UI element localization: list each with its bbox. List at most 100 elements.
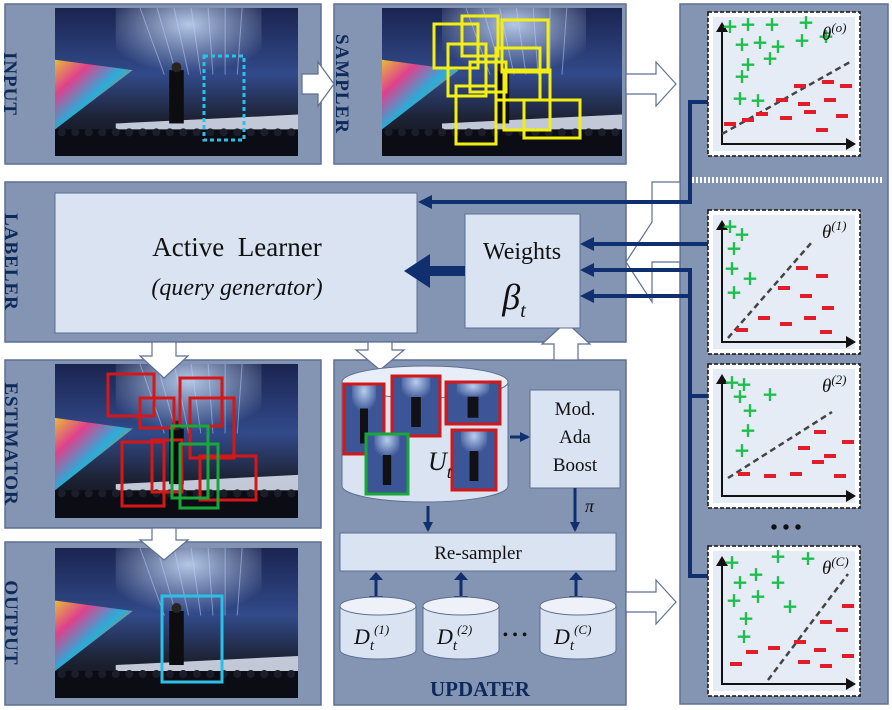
dataset-1-sup: (1)	[374, 622, 389, 637]
sampler-label: SAMPLER	[331, 34, 352, 134]
weights-symbol: βt	[501, 277, 526, 322]
dataset-2-label: Dt(2)	[436, 622, 472, 654]
negative-sample	[798, 102, 810, 106]
positive-sample: +	[770, 34, 787, 58]
classifier-2-sup: (2)	[831, 372, 846, 387]
classifier-1-label: θ(1)	[822, 218, 847, 243]
positive-sample: +	[800, 546, 817, 570]
positive-sample: +	[742, 266, 759, 290]
resampler-label: Re-sampler	[434, 543, 522, 564]
classifier-o-plot: + + + ++ + + + ++ +++ +θ(o)	[707, 10, 861, 157]
positive-sample: +	[734, 32, 751, 56]
pi-label: π	[585, 496, 595, 516]
positive-sample: +	[770, 570, 787, 594]
sampler-candidate-box-4	[446, 42, 488, 98]
negative-sample	[822, 306, 834, 310]
negative-sample	[738, 472, 750, 476]
positive-sample: +	[732, 570, 749, 594]
weights-sub: t	[520, 300, 526, 322]
negative-sample	[794, 84, 806, 88]
positive-sample: +	[750, 88, 767, 112]
classifier-2-plot: +++ ++++θ(2)	[707, 363, 861, 509]
dataset-2-sub: t	[453, 638, 458, 654]
positive-sample: +	[762, 46, 779, 70]
classifier-c-plot: + + ++++ +++++θ(C)	[707, 544, 861, 697]
weights-to-learner-arrow	[404, 254, 465, 288]
input-to-sampler-arrow	[301, 60, 335, 108]
positive-sample: +	[734, 438, 751, 462]
positive-sample: +	[740, 52, 757, 76]
classifier-1-theta: θ	[822, 222, 831, 243]
dataset-c-symbol: D	[553, 624, 570, 649]
negative-sample	[800, 294, 812, 298]
estimator-to-output-arrow	[138, 527, 190, 561]
classifier-c-label: θ(C)	[822, 554, 849, 579]
negative-sample	[834, 474, 846, 478]
positive-sample: +	[734, 222, 751, 246]
positive-sample: +	[736, 624, 753, 648]
negative-sample	[756, 112, 768, 116]
positive-sample: +	[738, 606, 755, 630]
negative-sample	[814, 430, 826, 434]
pool-thumb-positive	[364, 432, 410, 496]
input-target-box-1	[202, 54, 246, 142]
classifier-1-sup: (1)	[831, 218, 846, 233]
classifier-o-sup: (o)	[831, 20, 846, 35]
updater-to-classifier-arrow	[625, 578, 677, 626]
dataset-2: Dt(2)	[422, 596, 500, 660]
pool-thumb-3	[444, 380, 502, 426]
negative-sample	[840, 84, 852, 88]
sampler-candidate-box-5	[494, 46, 542, 102]
sampler-candidate-box-8	[522, 98, 582, 140]
unlabeled-symbol: Ut	[428, 447, 453, 482]
positive-sample: +	[722, 214, 739, 238]
classifier-c-theta: θ	[822, 558, 831, 579]
dataset-2-symbol: D	[436, 624, 453, 649]
negative-sample	[730, 662, 742, 666]
input-label: INPUT	[0, 52, 20, 116]
negative-sample	[816, 128, 828, 132]
positive-sample: +	[752, 30, 769, 54]
updater-label: UPDATER	[430, 677, 531, 701]
positive-sample: +	[736, 372, 753, 396]
classifier-2-boundary	[727, 410, 833, 480]
negative-sample	[724, 122, 736, 126]
positive-sample: +	[770, 544, 787, 568]
output-target-box-1	[160, 594, 224, 684]
negative-sample	[814, 648, 826, 652]
updater-to-weights-arrow	[540, 321, 592, 361]
boost-box	[529, 389, 621, 489]
estimator-positive-box-2	[178, 442, 220, 510]
negative-sample	[798, 446, 810, 450]
pool-thumb-4	[450, 428, 498, 492]
estimator-candidate-box-5	[120, 440, 166, 508]
unlabeled-sub: t	[447, 462, 453, 482]
positive-sample: +	[724, 256, 741, 280]
negative-sample	[780, 116, 792, 120]
resampler-box	[339, 532, 617, 572]
positive-sample: +	[750, 584, 767, 608]
classifier-c-sup: (C)	[831, 554, 848, 569]
negative-sample	[816, 274, 828, 278]
positive-sample: +	[724, 550, 741, 574]
classifier-2-theta: θ	[822, 376, 831, 397]
negative-sample	[790, 472, 802, 476]
boost-line2: Ada	[559, 427, 591, 448]
negative-sample	[842, 440, 854, 444]
labeler-to-estimator-arrow	[138, 341, 190, 379]
negative-sample	[768, 646, 780, 650]
positive-sample: +	[762, 382, 779, 406]
active-learner-subtitle: (query generator)	[151, 275, 322, 301]
estimator-candidate-box-6	[198, 454, 258, 502]
negative-sample	[796, 266, 808, 270]
estimator-positive-box-1	[170, 424, 210, 500]
estimator-candidate-box-1	[106, 372, 156, 418]
positive-sample: +	[726, 280, 743, 304]
positive-sample: +	[748, 562, 765, 586]
positive-sample: +	[798, 10, 815, 34]
negative-sample	[776, 98, 788, 102]
negative-sample	[746, 650, 758, 654]
positive-sample: +	[732, 384, 749, 408]
classifier-o-label: θ(o)	[822, 20, 847, 45]
classifier-1-plot: ++++ ++θ(1)	[707, 209, 861, 355]
